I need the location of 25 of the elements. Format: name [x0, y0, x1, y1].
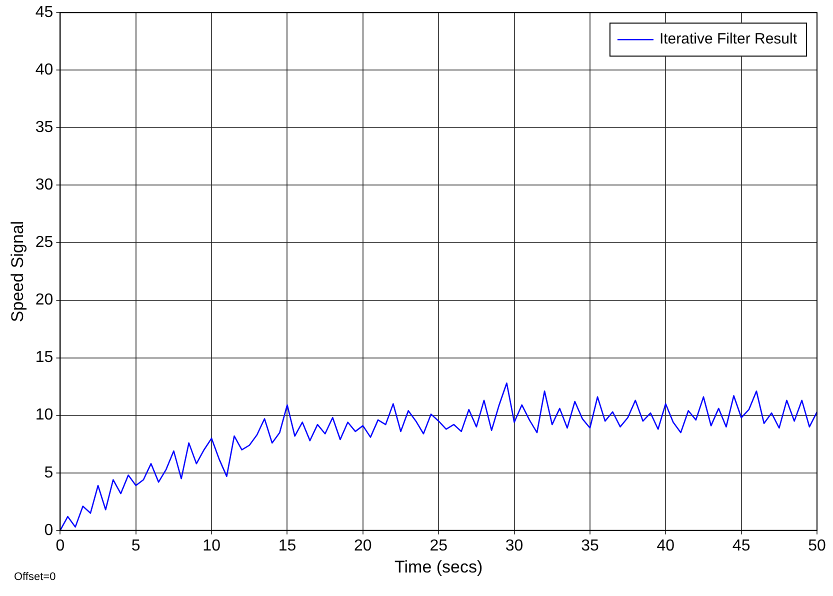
y-tick-label: 35: [35, 119, 54, 136]
text: Offset=0: [14, 571, 56, 583]
x-tick-label: 35: [581, 537, 599, 554]
x-tick-label: 25: [430, 537, 448, 554]
y-tick-label: 40: [35, 62, 54, 79]
y-tick-label: 30: [35, 176, 54, 194]
x-tick-label: 10: [202, 537, 221, 554]
x-tick-label: 50: [808, 537, 826, 554]
y-tick-label: 10: [35, 406, 54, 424]
x-tick-label: 20: [354, 537, 372, 554]
x-tick-label: 30: [505, 537, 524, 554]
x-tick-label: 45: [732, 537, 750, 554]
y-axis-title: Speed Signal: [8, 220, 27, 322]
y-tick-label: 0: [44, 522, 54, 539]
x-tick-label: 15: [278, 537, 296, 554]
legend-label: Iterative Filter Result: [659, 30, 798, 48]
y-tick-label: 25: [35, 234, 54, 252]
x-tick-label: 5: [131, 537, 140, 554]
x-axis-title: Time (secs): [394, 557, 483, 576]
y-tick-label: 15: [35, 349, 54, 366]
x-tick-label: 0: [56, 537, 65, 554]
y-tick-label: 45: [35, 4, 54, 22]
x-tick-label: 40: [656, 537, 675, 554]
y-tick-label: 20: [35, 292, 54, 309]
y-tick-label: 5: [44, 464, 54, 482]
